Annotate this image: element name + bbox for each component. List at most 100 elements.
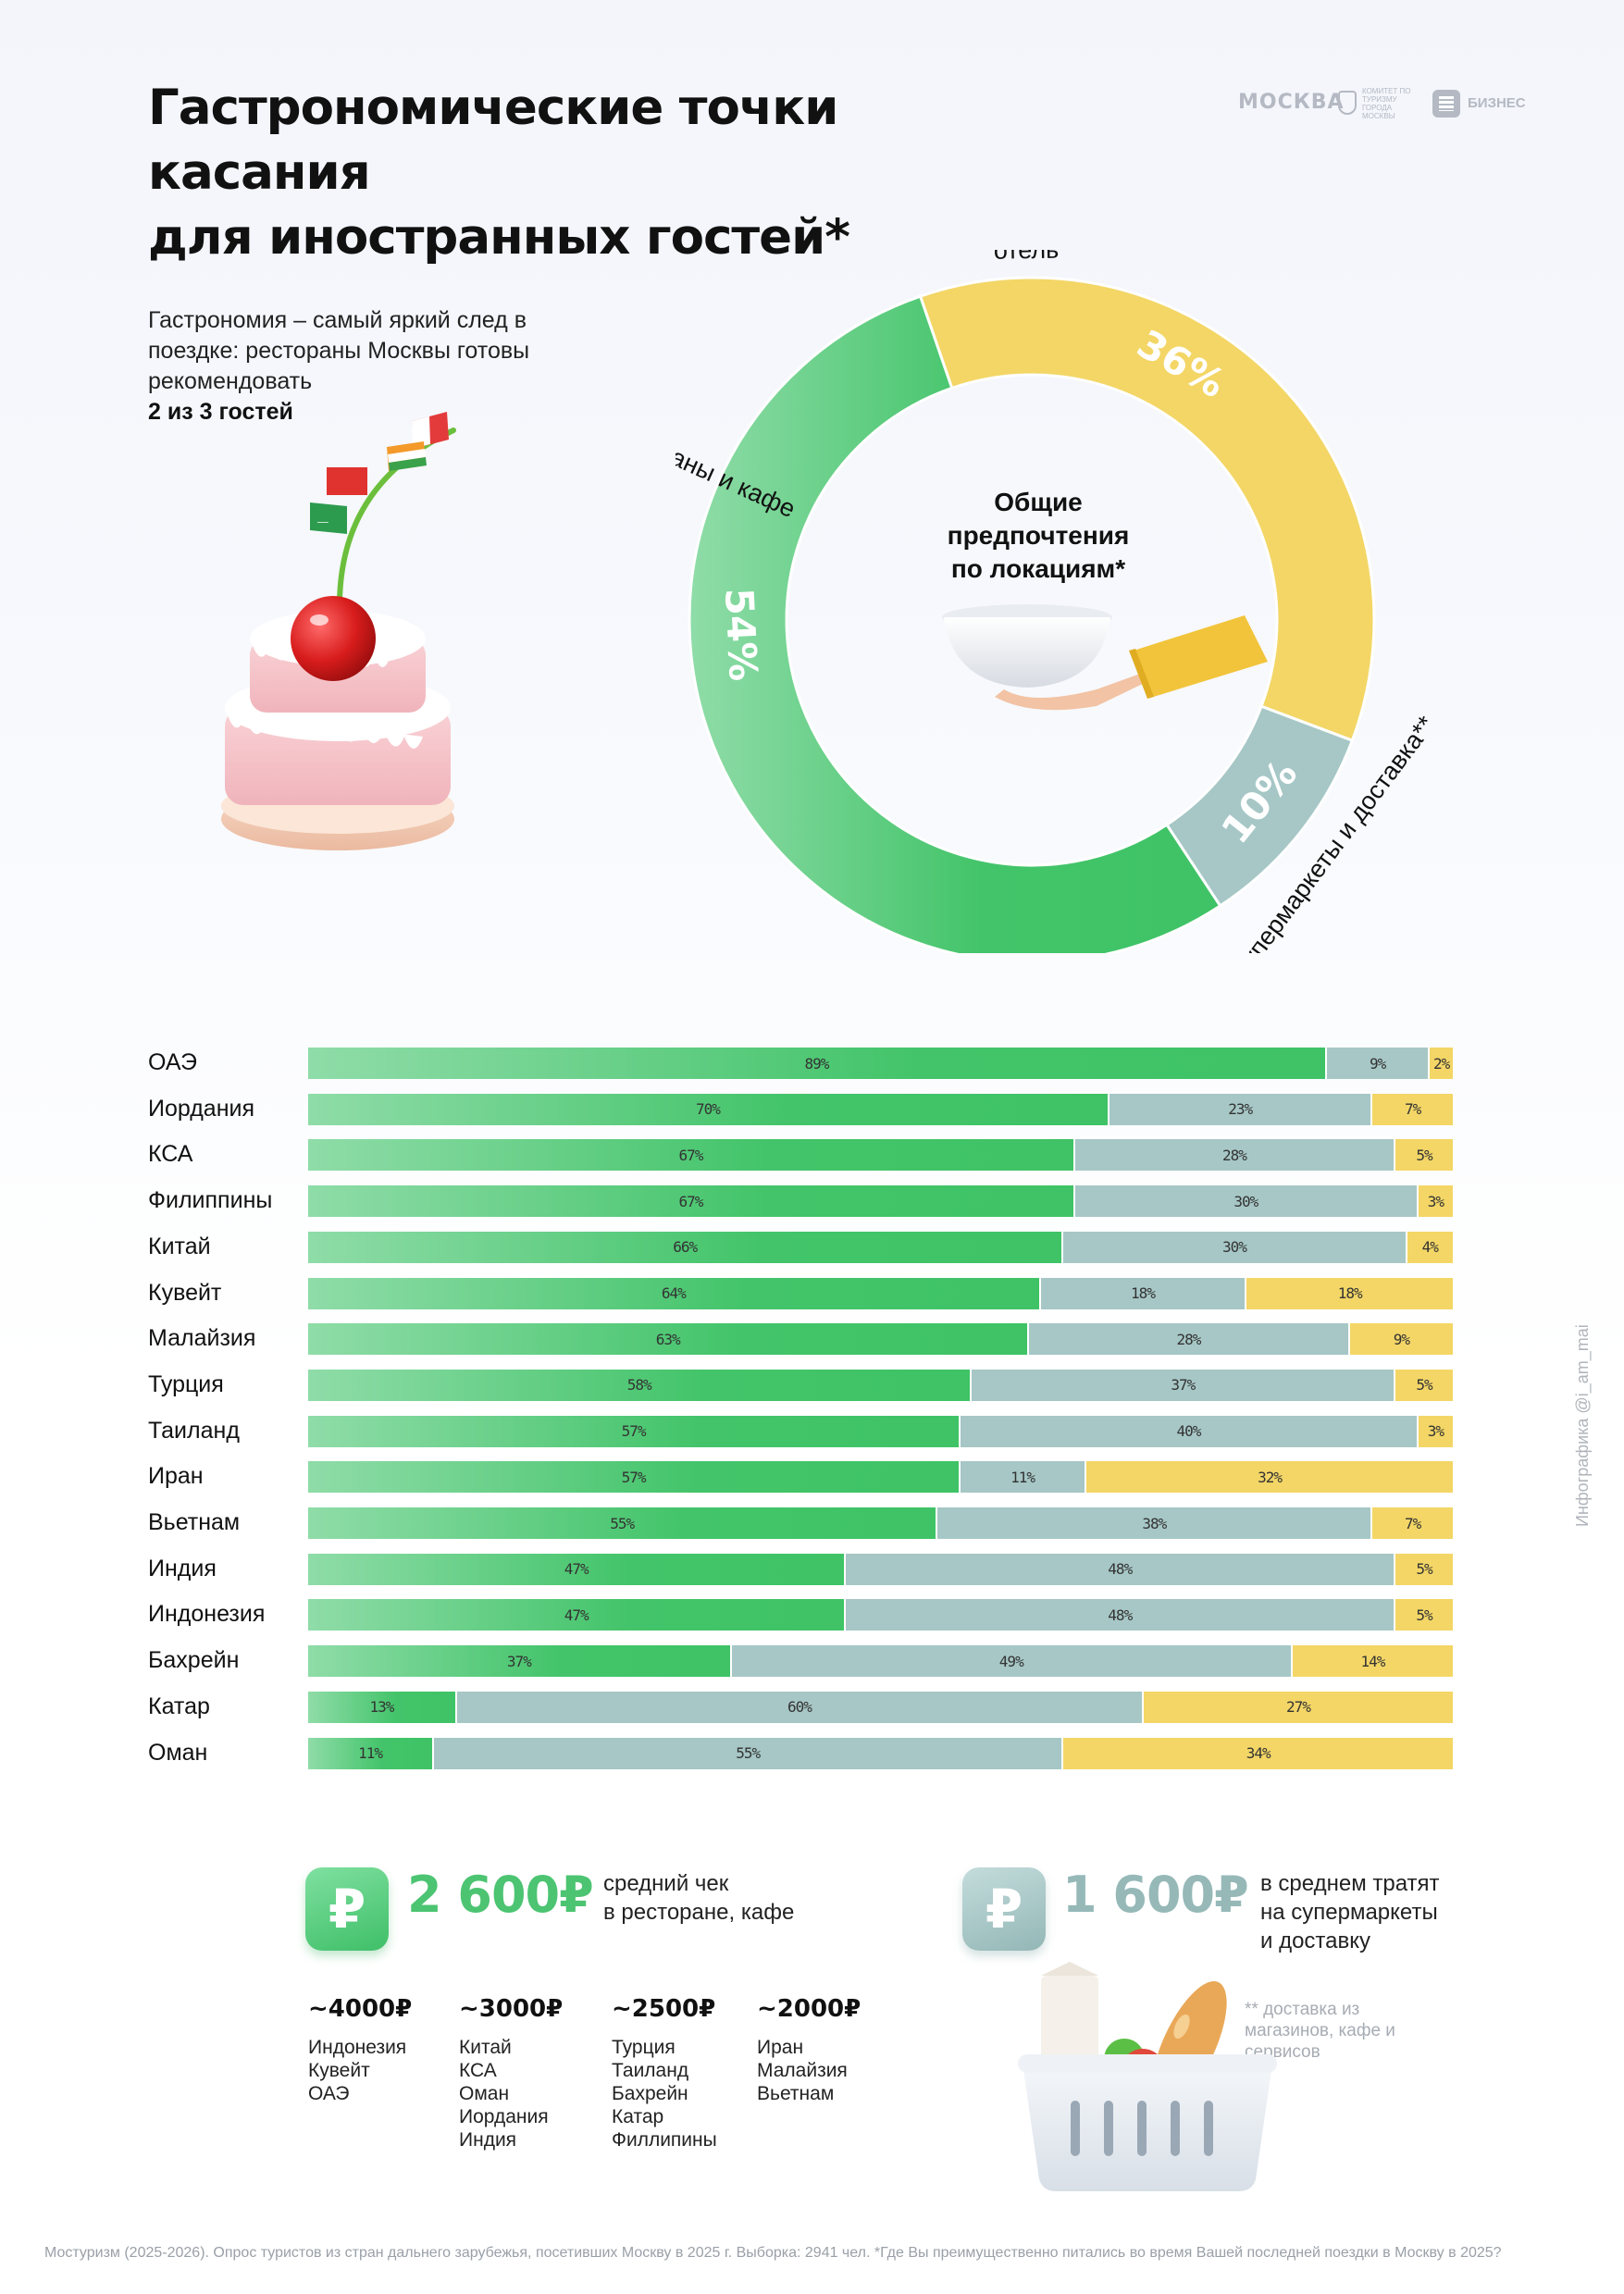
bar-track: 47% 48% 5% (308, 1599, 1453, 1631)
tier-country: Катар (612, 2106, 664, 2127)
bar-segment-s: 11% (961, 1461, 1087, 1494)
bar-segment-h: 2% (1430, 1048, 1453, 1079)
bar-segment-h: 3% (1418, 1185, 1453, 1218)
bar-country-label: Кувейт (148, 1279, 222, 1306)
page-title: Гастрономические точки касания для иност… (148, 76, 1073, 270)
bar-segment-r: 57% (308, 1461, 961, 1494)
tier-country: Китай (459, 2037, 512, 2058)
bar-segment-s: 49% (731, 1645, 1293, 1678)
bar-track: 13% 60% 27% (308, 1691, 1453, 1723)
bar-segment-s: 38% (937, 1507, 1373, 1539)
tier-column: ~4000₽ Индонезия Кувейт ОАЭ (308, 1995, 465, 2105)
bar-row: КСА 67% 28% 5% (148, 1137, 1462, 1172)
tier-country: Кувейт (308, 2060, 370, 2081)
tier-country: Индонезия (308, 2037, 407, 2058)
bar-segment-r: 55% (308, 1507, 938, 1539)
bar-track: 47% 48% 5% (308, 1553, 1453, 1585)
bar-country-label: Иран (148, 1463, 204, 1490)
bar-row: Вьетнам 55% 38% 7% (148, 1506, 1462, 1541)
bar-row: Филиппины 67% 30% 3% (148, 1184, 1462, 1219)
bar-segment-s: 18% (1040, 1277, 1247, 1309)
bar-segment-r: 67% (308, 1185, 1075, 1218)
bar-row: Малайзия 63% 28% 9% (148, 1321, 1462, 1357)
bar-row: Иран 57% 11% 32% (148, 1459, 1462, 1494)
bar-segment-r: 70% (308, 1093, 1110, 1125)
bar-segment-r: 13% (308, 1691, 457, 1723)
bar-country-label: Оман (148, 1739, 208, 1766)
bar-track: 67% 28% 5% (308, 1139, 1453, 1172)
bar-row: Таиланд 57% 40% 3% (148, 1414, 1462, 1449)
donut-title-text: Общие предпочтения по локациям* (881, 486, 1196, 586)
restaurant-average-check: 2 600₽ (407, 1866, 594, 1924)
bar-segment-r: 47% (308, 1599, 847, 1631)
bar-country-label: Таиланд (148, 1417, 240, 1444)
bar-track: 70% 23% 7% (308, 1093, 1453, 1125)
tier-country: Оман (459, 2083, 510, 2104)
crest-icon (1338, 91, 1357, 115)
bar-segment-r: 66% (308, 1231, 1064, 1263)
bar-track: 57% 11% 32% (308, 1461, 1453, 1494)
building-icon (1432, 90, 1460, 118)
bar-segment-h: 32% (1086, 1461, 1453, 1494)
bar-segment-h: 27% (1143, 1691, 1453, 1723)
ruble-icon-restaurant: ₽ (305, 1867, 389, 1951)
tier-country: Турция (612, 2037, 676, 2058)
tier-amount: ~3000₽ (459, 1995, 564, 2023)
supermarket-desc-line-1: в среднем тратят (1260, 1871, 1440, 1896)
donut-slice-2 (918, 276, 1376, 743)
bar-segment-r: 64% (308, 1277, 1041, 1309)
bar-segment-s: 37% (972, 1369, 1396, 1401)
restaurant-desc-line-2: в ресторане, кафе (603, 1900, 795, 1925)
bar-segment-r: 47% (308, 1553, 847, 1585)
bar-track: 55% 38% 7% (308, 1507, 1453, 1539)
committee-logo: КОМИТЕТ ПО ТУРИЗМУ ГОРОДА МОСКВЫ (1338, 87, 1421, 120)
bar-country-label: Вьетнам (148, 1509, 241, 1535)
bar-segment-h: 9% (1349, 1323, 1453, 1356)
bar-row: Бахрейн 37% 49% 14% (148, 1643, 1462, 1679)
bar-segment-r: 58% (308, 1369, 973, 1401)
bar-row: Иордания 70% 23% 7% (148, 1092, 1462, 1127)
delivery-footnote: ** доставка из магазинов, кафе и сервисо… (1245, 2000, 1395, 2062)
bar-track: 64% 18% 18% (308, 1277, 1453, 1309)
cake-illustration: ـــــ (221, 412, 456, 850)
bar-segment-h: 5% (1395, 1599, 1453, 1631)
tier-country: Малайзия (757, 2060, 848, 2081)
bar-segment-h: 3% (1418, 1415, 1453, 1447)
bar-segment-h: 18% (1246, 1277, 1453, 1309)
donut-title: Общие предпочтения по локациям* (881, 486, 1196, 586)
bar-segment-r: 37% (308, 1645, 732, 1678)
bar-track: 89% 9% 2% (308, 1048, 1453, 1079)
bar-segment-h: 7% (1372, 1507, 1453, 1539)
bar-segment-r: 57% (308, 1415, 961, 1447)
bar-track: 67% 30% 3% (308, 1185, 1453, 1218)
bar-track: 63% 28% 9% (308, 1323, 1453, 1356)
restaurant-stat-description: средний чек в ресторане, кафе (603, 1869, 794, 1927)
svg-text:ـــــ: ـــــ (316, 516, 329, 525)
tier-amount: ~2000₽ (757, 1995, 862, 2023)
bar-segment-s: 30% (1063, 1231, 1407, 1263)
supermarket-desc-line-2: на супермаркеты (1260, 1900, 1438, 1925)
moskva-logo: МОСКВА (1238, 91, 1345, 114)
bar-track: 66% 30% 4% (308, 1231, 1453, 1263)
infographic-credit: Инфографика @i_am_mai (1573, 1324, 1592, 1527)
bowl-illustration (942, 604, 1268, 711)
donut-title-line-2: предпочтения (947, 521, 1130, 550)
restaurant-desc-line-1: средний чек (603, 1871, 729, 1896)
ruble-icon-supermarket: ₽ (962, 1867, 1046, 1951)
bar-row: Индия 47% 48% 5% (148, 1552, 1462, 1587)
bar-segment-s: 48% (846, 1553, 1396, 1585)
bar-track: 11% 55% 34% (308, 1737, 1453, 1769)
bar-segment-h: 34% (1063, 1737, 1453, 1769)
bar-segment-h: 7% (1372, 1093, 1453, 1125)
bar-segment-s: 60% (456, 1691, 1144, 1723)
tier-column: ~2000₽ Иран Малайзия Вьетнам (757, 1995, 914, 2105)
biz-logo: БИЗНЕС (1432, 90, 1526, 118)
tier-country: Бахрейн (612, 2083, 688, 2104)
bar-segment-s: 48% (846, 1599, 1396, 1631)
tier-column: ~3000₽ Китай КСА Оман Иордания Индия (459, 1995, 616, 2151)
supermarket-stat-description: в среднем тратят на супермаркеты и доста… (1260, 1869, 1440, 1955)
bar-segment-r: 67% (308, 1139, 1075, 1172)
bar-track: 37% 49% 14% (308, 1645, 1453, 1678)
source-note: Мостуризм (2025-2026). Опрос туристов из… (44, 2245, 1502, 2261)
